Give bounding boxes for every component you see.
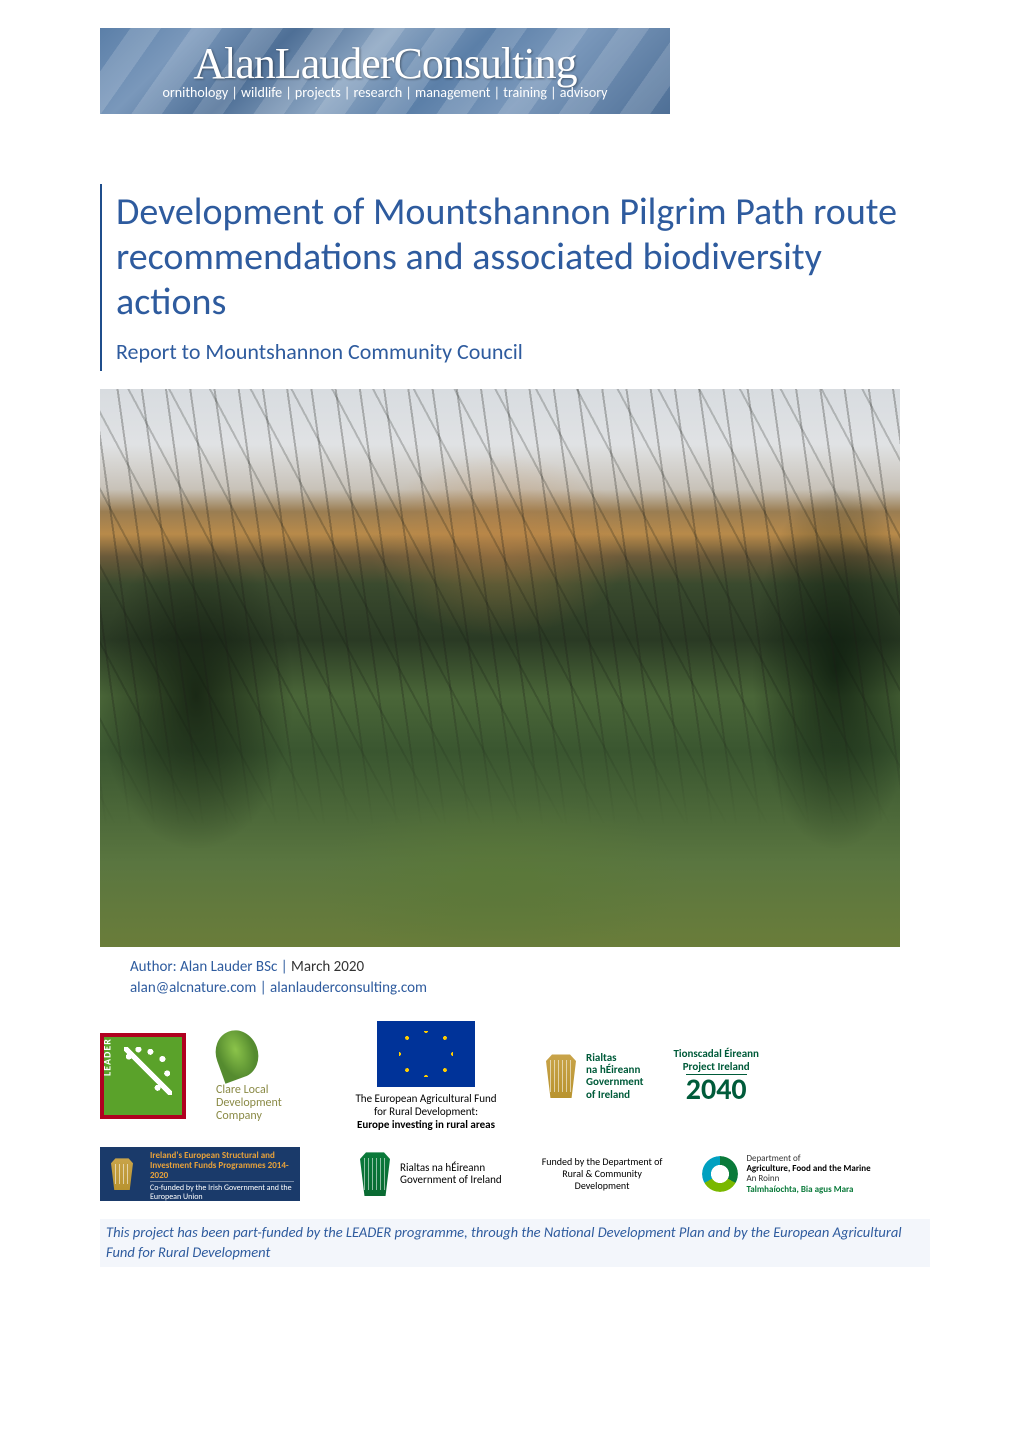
cldc-line3: Company <box>216 1110 282 1123</box>
gov-line4: of Ireland <box>586 1089 643 1101</box>
leader-logo <box>100 1033 186 1119</box>
consultancy-tagline: ornithology | wildlife | projects | rese… <box>162 84 607 101</box>
author-line: Author: Alan Lauder BSc | March 2020 <box>130 957 930 978</box>
gov2-line2: Government of Ireland <box>400 1174 502 1186</box>
gov-ireland-text: Rialtas na hÉireann Government of Irelan… <box>586 1052 643 1100</box>
esif-sub: Co-funded by the Irish Government and th… <box>150 1181 294 1202</box>
esif-logo: Ireland's European Structural and Invest… <box>100 1147 300 1201</box>
document-subtitle: Report to Mountshannon Community Council <box>116 338 930 365</box>
funded-line3: Development <box>542 1180 663 1192</box>
harp-icon <box>111 1158 133 1190</box>
proj2040-year: 2040 <box>686 1074 747 1105</box>
gov-ireland-logo: Rialtas na hÉireann Government of Irelan… <box>546 1052 643 1100</box>
cldc-line1: Clare Local <box>216 1084 282 1097</box>
dafm-ga: Talmhaíochta, Bia agus Mara <box>746 1185 870 1195</box>
funder-logos-row-1: Clare Local Development Company The Euro… <box>100 1021 930 1131</box>
cover-photo <box>100 389 900 947</box>
project-ireland-2040-logo: Tionscadal Éireann Project Ireland 2040 <box>673 1048 758 1104</box>
gov-ireland-text-2: Rialtas na hÉireann Government of Irelan… <box>400 1162 502 1186</box>
author-links: alan@alcnature.com | alanlauderconsultin… <box>130 978 930 999</box>
funder-logos-row-2: Ireland's European Structural and Invest… <box>100 1147 930 1201</box>
dept-rural-community-text: Funded by the Department of Rural & Comm… <box>542 1156 663 1192</box>
author-website-link[interactable]: alanlauderconsulting.com <box>270 979 427 997</box>
gov-ireland-logo-2: Rialtas na hÉireann Government of Irelan… <box>360 1152 502 1196</box>
eu-text: The European Agricultural Fund for Rural… <box>355 1093 496 1131</box>
document-page: AlanLauderConsulting ornithology | wildl… <box>0 0 1020 1307</box>
author-name: Author: Alan Lauder BSc <box>130 958 277 976</box>
author-date: March 2020 <box>291 958 364 976</box>
cldc-text: Clare Local Development Company <box>216 1084 282 1124</box>
eu-line3: Europe investing in rural areas <box>357 1118 495 1131</box>
swirl-icon <box>702 1156 738 1192</box>
author-block: Author: Alan Lauder BSc | March 2020 ala… <box>130 957 930 999</box>
eu-flag-icon <box>377 1021 475 1087</box>
cldc-logo: Clare Local Development Company <box>216 1030 306 1124</box>
consultancy-logo-banner: AlanLauderConsulting ornithology | wildl… <box>100 28 670 114</box>
leader-logo-icon <box>100 1033 186 1119</box>
funding-acknowledgement: This project has been part-funded by the… <box>100 1219 930 1266</box>
dafm-logo: Department of Agriculture, Food and the … <box>702 1154 870 1195</box>
eu-agri-fund-logo: The European Agricultural Fund for Rural… <box>336 1021 516 1131</box>
title-block: Development of Mountshannon Pilgrim Path… <box>100 184 930 371</box>
gov-line3: Government <box>586 1076 643 1088</box>
leaf-icon <box>209 1024 265 1083</box>
harp-icon <box>546 1054 576 1098</box>
consultancy-name: AlanLauderConsulting <box>193 42 576 86</box>
document-title: Development of Mountshannon Pilgrim Path… <box>116 190 930 324</box>
author-email-link[interactable]: alan@alcnature.com <box>130 979 256 997</box>
funder-logos: Clare Local Development Company The Euro… <box>100 1021 930 1201</box>
harp-icon <box>360 1152 390 1196</box>
esif-title: Ireland's European Structural and Invest… <box>150 1151 294 1181</box>
